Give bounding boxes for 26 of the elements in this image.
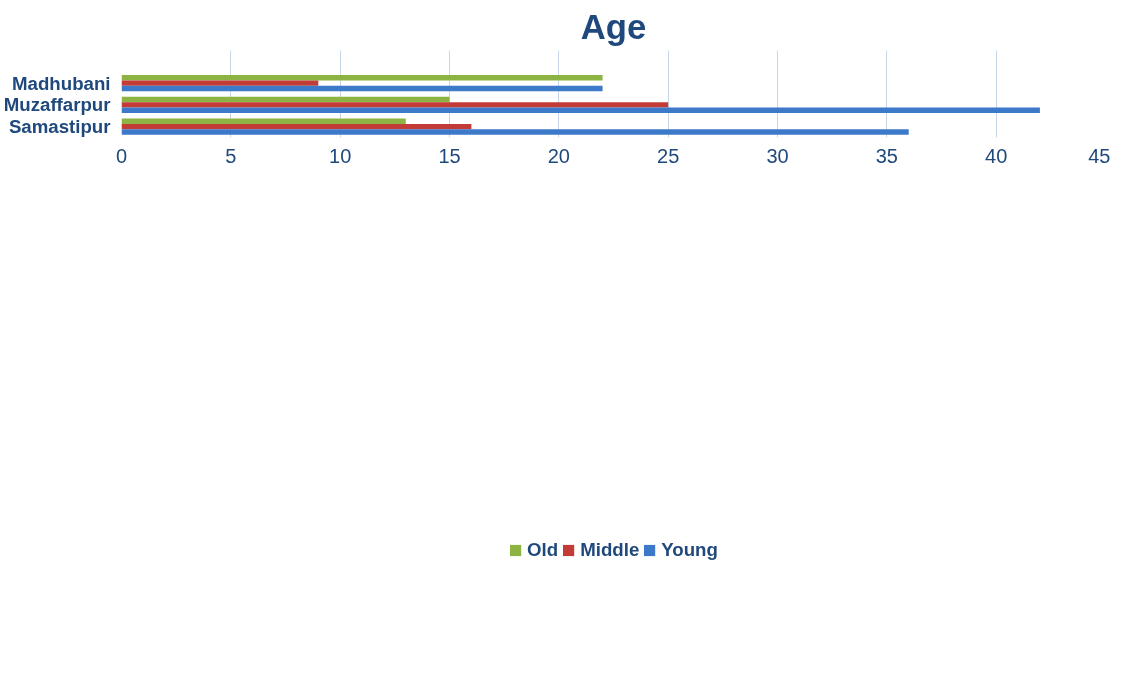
x-tick-label: 25 — [657, 144, 680, 167]
legend-label: Old — [527, 538, 559, 561]
legend-label: Young — [661, 538, 718, 561]
bar — [121, 118, 406, 124]
y-tick-label: Muzaffarpur — [3, 94, 111, 116]
bar — [121, 123, 472, 130]
x-tick-label: 30 — [766, 144, 789, 167]
legend-label: Middle — [580, 538, 640, 561]
x-tick-label: 15 — [438, 144, 461, 167]
x-tick-label: 10 — [329, 144, 352, 167]
x-tick-label: 0 — [115, 144, 128, 167]
x-tick-label: 45 — [1088, 144, 1111, 167]
x-tick-label: 5 — [225, 144, 237, 167]
y-tick-label: Madhubani — [12, 72, 111, 94]
chart-title: Age — [580, 7, 647, 46]
bar — [121, 74, 603, 81]
bar — [121, 102, 669, 108]
bar — [121, 96, 450, 103]
bar — [121, 80, 319, 86]
y-tick-label: Samastipur — [8, 116, 111, 138]
x-tick-label: 20 — [547, 144, 570, 167]
x-tick-label: 40 — [985, 144, 1008, 167]
bar — [121, 107, 1040, 114]
x-tick-label: 35 — [875, 144, 898, 167]
bar — [121, 85, 603, 92]
bar — [121, 129, 909, 135]
